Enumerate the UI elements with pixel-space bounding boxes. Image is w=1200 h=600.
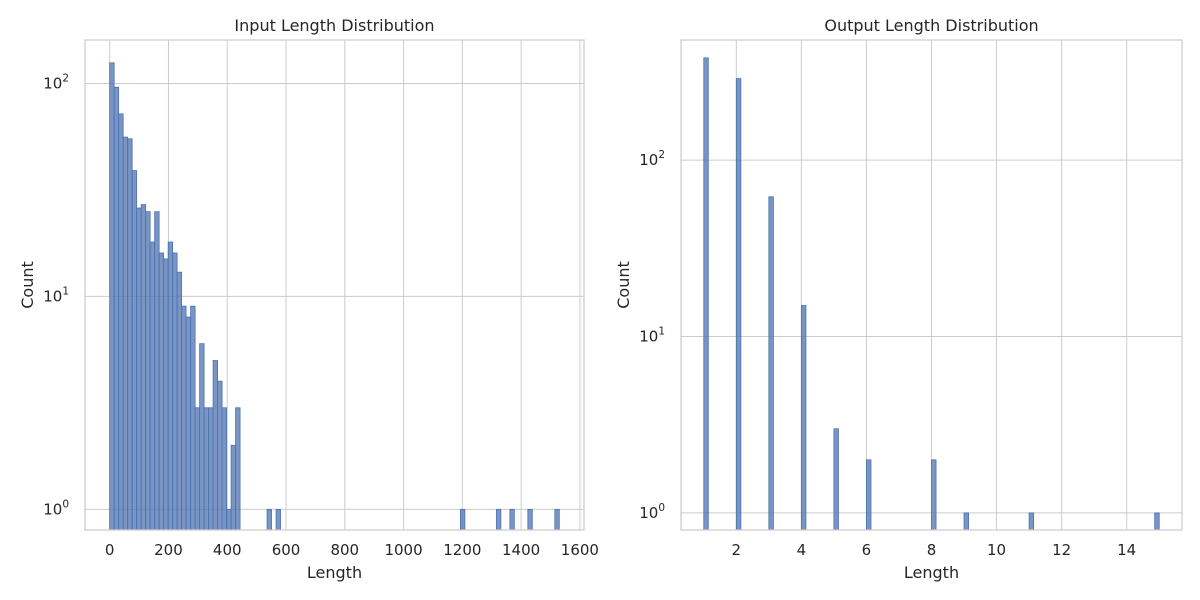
output-y-tick-label: 100 <box>639 502 665 522</box>
output-histogram-bar <box>735 78 742 531</box>
input-histogram-bar <box>235 407 241 531</box>
input-histogram-bar <box>127 138 133 531</box>
input-y-tick-label: 102 <box>43 72 69 92</box>
input-histogram-bar <box>226 508 232 531</box>
output-x-tick-label: 4 <box>797 541 807 559</box>
output-axes-frame <box>680 39 1183 531</box>
input-x-tick-label: 1400 <box>502 541 540 559</box>
input-histogram-bar <box>122 136 129 531</box>
output-x-tick-label: 10 <box>987 541 1006 559</box>
output-histogram-bar <box>768 196 774 531</box>
input-histogram-bar <box>172 252 178 531</box>
output-histogram-bar <box>963 512 969 531</box>
input-x-tick-label: 800 <box>330 541 359 559</box>
input-histogram-bar <box>275 508 281 531</box>
output-y-axis-label: Count <box>614 261 633 309</box>
input-histogram-bar <box>459 508 466 531</box>
output-x-tick-label: 6 <box>862 541 872 559</box>
input-histogram-bar <box>113 86 120 531</box>
input-y-tick-label: 101 <box>43 285 69 305</box>
input-x-tick-label: 0 <box>105 541 115 559</box>
output-histogram-bar <box>833 428 839 531</box>
output-histogram-bar <box>931 459 937 531</box>
input-histogram-bar <box>203 407 210 531</box>
output-chart-title: Output Length Distribution <box>824 16 1038 35</box>
input-histogram-bar <box>208 407 214 531</box>
output-histogram-bar <box>866 459 872 531</box>
input-histogram-bar <box>194 407 201 531</box>
output-x-tick-label: 2 <box>732 541 742 559</box>
input-histogram-bar <box>167 241 174 531</box>
output-y-tick-label: 102 <box>639 149 665 169</box>
output-x-tick-label: 8 <box>927 541 937 559</box>
output-y-tick-label: 101 <box>639 326 665 346</box>
input-histogram-bar <box>118 113 124 531</box>
input-histogram-bar <box>212 360 218 531</box>
output-histogram-bar <box>800 305 807 531</box>
input-histogram-bar <box>109 62 115 531</box>
input-x-tick-label: 400 <box>213 541 242 559</box>
input-histogram-bar <box>509 508 515 531</box>
input-y-tick-label: 100 <box>43 498 69 518</box>
input-histogram-bar <box>495 508 502 531</box>
input-histogram-bar <box>140 204 147 531</box>
input-histogram-bar <box>158 252 165 531</box>
input-histogram-bar <box>217 380 223 531</box>
input-histogram-bar <box>136 207 142 531</box>
output-histogram-bar <box>1028 512 1035 531</box>
input-histogram-bar <box>554 508 560 531</box>
output-x-tick-label: 12 <box>1052 541 1071 559</box>
input-histogram-bar <box>185 316 192 531</box>
input-histogram-bar <box>221 407 227 531</box>
output-histogram-bar <box>703 57 709 531</box>
input-histogram-bar <box>199 343 205 531</box>
output-histogram-bar <box>1154 512 1160 531</box>
input-chart-title: Input Length Distribution <box>234 16 434 35</box>
output-x-tick-label: 14 <box>1117 541 1136 559</box>
input-histogram-bar <box>190 305 196 531</box>
input-histogram-bar <box>149 241 156 531</box>
input-histogram-bar <box>163 258 169 531</box>
input-x-tick-label: 1200 <box>443 541 481 559</box>
input-length-panel: 0 200 400 600 800 1000 1200 1400 1600 100 101 102 In… <box>18 16 599 582</box>
input-x-tick-label: 200 <box>154 541 183 559</box>
input-histogram-bar <box>527 508 533 531</box>
input-axes-frame <box>84 39 585 531</box>
input-x-tick-label: 600 <box>272 541 301 559</box>
input-histogram-bar <box>230 444 236 531</box>
input-histogram-bar <box>131 170 138 531</box>
input-y-axis-label: Count <box>18 261 37 309</box>
input-histogram-bar <box>181 305 187 531</box>
output-x-axis-label: Length <box>904 563 959 582</box>
input-histogram-bar <box>176 271 183 531</box>
input-x-tick-label: 1600 <box>561 541 599 559</box>
input-x-axis-label: Length <box>307 563 362 582</box>
output-length-panel: 2 4 6 8 10 12 14 100 101 102 Output Length Distrib… <box>614 16 1183 582</box>
input-x-tick-label: 1000 <box>384 541 422 559</box>
input-histogram-bar <box>145 211 151 531</box>
input-histogram-bar <box>154 211 160 531</box>
input-histogram-bar <box>266 508 272 531</box>
